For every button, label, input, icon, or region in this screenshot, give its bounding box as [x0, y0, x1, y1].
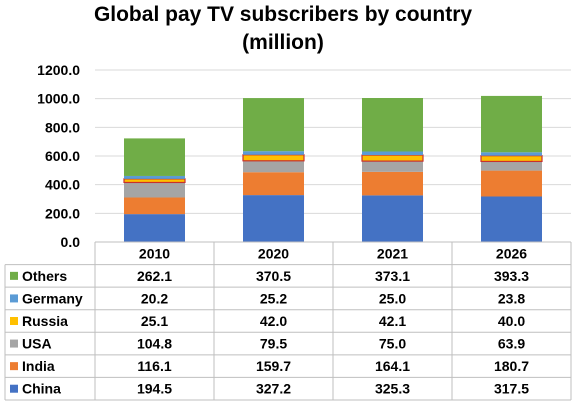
bar-segment-usa-2010: [124, 182, 185, 198]
y-tick-label: 1000.0: [37, 91, 80, 107]
bar-segment-others-2026: [481, 95, 542, 153]
chart-title: Global pay TV subscribers by country: [94, 3, 472, 26]
legend-label: China: [22, 381, 61, 397]
bar-segment-china-2026: [481, 196, 542, 242]
legend-key-russia: [10, 317, 18, 325]
data-table: 2010 2020 2021 2026 Others 262.1 370.5 373.1 393…: [4, 241, 572, 401]
bar-segment-russia-2026: [480, 155, 543, 163]
table-value: 370.5: [256, 268, 291, 284]
legend-key-usa: [10, 339, 18, 348]
bar-segment-germany-2010: [124, 175, 185, 179]
chart-subtitle: (million): [242, 31, 324, 54]
table-value: 79.5: [260, 336, 287, 352]
table-value: 42.0: [260, 313, 287, 329]
y-tick-label: 600.0: [45, 148, 80, 164]
category-label: 2021: [377, 245, 408, 261]
category-label: 2026: [496, 245, 527, 261]
table-value: 75.0: [379, 336, 406, 352]
bar-segment-usa-2021: [362, 161, 423, 172]
category-label: 2010: [139, 245, 170, 261]
y-tick-label: 400.0: [45, 177, 80, 193]
bar-segment-india-2021: [362, 171, 423, 196]
bar-segment-usa-2026: [481, 161, 542, 171]
bar-segment-usa-2020: [243, 160, 304, 173]
table-value: 23.8: [498, 290, 525, 306]
legend-key-china: [10, 384, 18, 393]
table-value: 25.0: [379, 290, 406, 306]
y-tick-label: 800.0: [45, 119, 80, 135]
bar-segment-germany-2021: [362, 151, 423, 156]
legend-key-india: [10, 362, 18, 371]
table-value: 325.3: [375, 381, 410, 397]
legend-label: Russia: [22, 313, 68, 329]
bar-segment-others-2021: [362, 98, 423, 152]
table-value: 25.2: [260, 290, 287, 306]
bar-segment-germany-2020: [243, 151, 304, 155]
table-value: 373.1: [375, 268, 410, 284]
bar-segment-india-2020: [243, 172, 304, 196]
table-value: 116.1: [137, 358, 171, 374]
table-value: 164.1: [375, 358, 410, 374]
table-value: 327.2: [256, 381, 291, 397]
table-value: 42.1: [379, 313, 406, 329]
y-tick-label: 1200.0: [37, 62, 80, 78]
legend-key-others: [10, 271, 18, 280]
bar-segment-others-2010: [124, 138, 185, 176]
table-value: 262.1: [137, 268, 172, 284]
bar-segment-china-2021: [362, 195, 423, 242]
table-value: 63.9: [498, 336, 525, 352]
legend-label: India: [22, 358, 55, 374]
table-value: 20.2: [141, 290, 168, 306]
bar-segment-russia-2010: [123, 178, 186, 184]
table-value: 25.1: [141, 313, 168, 329]
bar-segment-russia-2021: [361, 154, 424, 162]
table-value: 40.0: [498, 313, 525, 329]
bar-segment-india-2010: [124, 197, 185, 215]
bar-segment-china-2020: [243, 195, 304, 242]
bar-segment-germany-2026: [481, 152, 542, 156]
table-value: 194.5: [137, 381, 172, 397]
bar-segment-others-2020: [243, 98, 304, 152]
y-axis-ticks: 0.0 200.0 400.0 600.0 800.0 1000.0 1200.0: [37, 62, 80, 250]
bars: [123, 95, 543, 242]
table-value: 393.3: [494, 268, 529, 284]
y-tick-label: 0.0: [61, 234, 81, 250]
table-value: 104.8: [137, 336, 172, 352]
table-value: 180.7: [494, 358, 529, 374]
legend-key-germany: [10, 294, 18, 303]
category-label: 2020: [258, 245, 289, 261]
legend-label: Others: [22, 268, 67, 284]
table-value: 159.7: [256, 358, 291, 374]
legend-label: Germany: [22, 290, 83, 306]
bar-segment-india-2026: [481, 170, 542, 197]
bar-segment-china-2010: [124, 214, 185, 242]
table-value: 317.5: [494, 381, 529, 397]
bar-segment-russia-2020: [242, 154, 305, 162]
y-tick-label: 200.0: [45, 205, 80, 221]
legend-label: USA: [22, 336, 52, 352]
